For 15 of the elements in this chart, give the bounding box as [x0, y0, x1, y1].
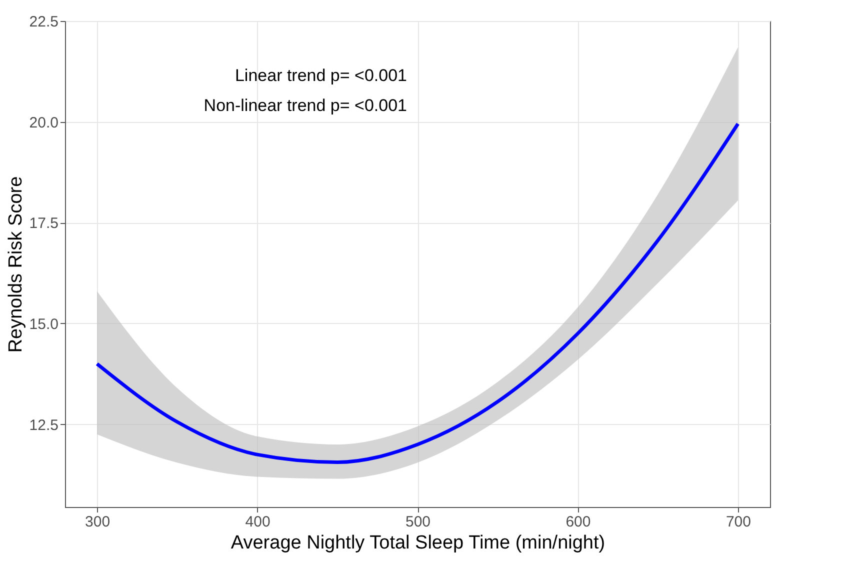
annotation: Linear trend p= <0.001: [234, 66, 407, 85]
x-tick-label: 400: [245, 514, 270, 530]
y-tick-label: 22.5: [29, 14, 58, 30]
x-tick-label: 700: [726, 514, 751, 530]
y-axis-title: Reynolds Risk Score: [5, 176, 26, 353]
y-tick-label: 15.0: [29, 316, 58, 333]
line-series: [95, 122, 740, 464]
y-tick-label: 17.5: [29, 215, 58, 232]
x-tick-label: 500: [405, 514, 431, 530]
annotation: Non-linear trend p= <0.001: [204, 96, 407, 115]
x-tick-label: 600: [566, 514, 591, 530]
y-tick-label: 12.5: [29, 416, 58, 434]
y-tick-label: 20.0: [29, 114, 58, 132]
x-tick-label: 300: [85, 514, 110, 530]
x-axis-title: Average Nightly Total Sleep Time (min/night): [230, 532, 606, 554]
